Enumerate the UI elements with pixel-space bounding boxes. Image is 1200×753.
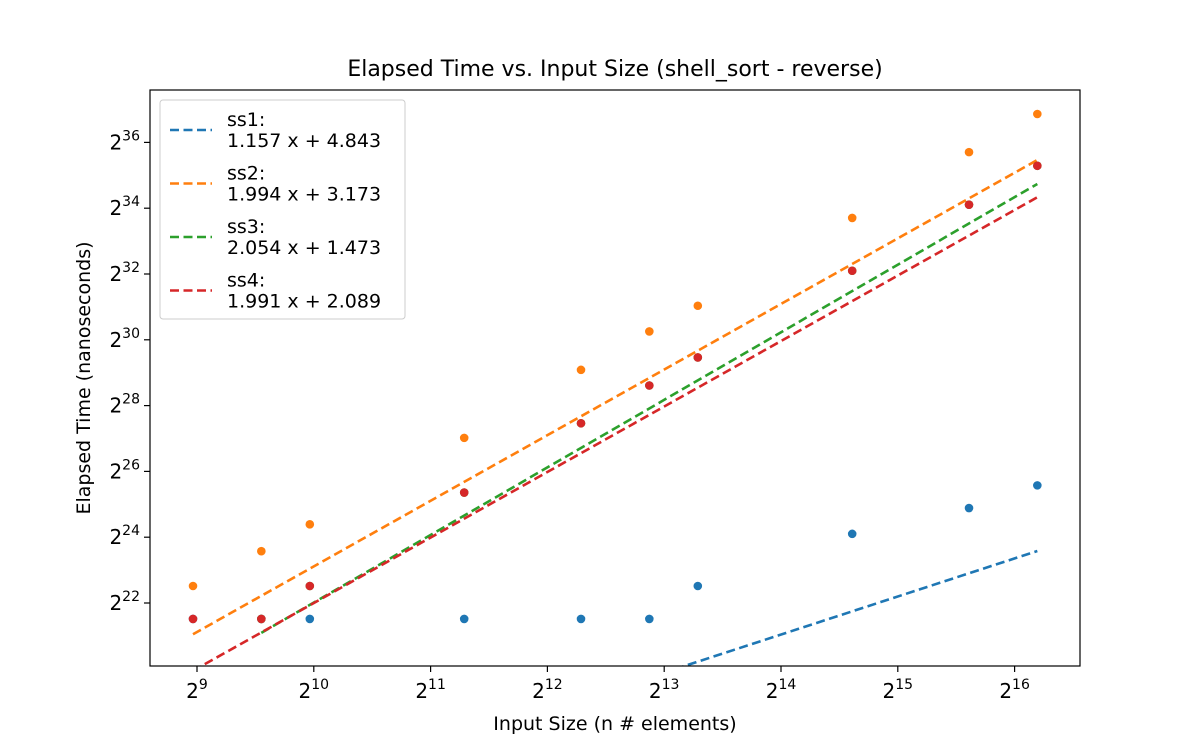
data-point-ss4 bbox=[1033, 161, 1042, 171]
y-axis-label: Elapsed Time (nanoseconds) bbox=[73, 241, 95, 514]
y-axis: 222 224 226 228 230 232 234 236 bbox=[109, 128, 150, 615]
data-point-ss1 bbox=[459, 614, 469, 624]
x-tick-label: 214 bbox=[766, 677, 797, 703]
data-point-ss4 bbox=[188, 614, 198, 624]
x-tick-label: 215 bbox=[883, 677, 914, 703]
fit-line-ss1 bbox=[680, 549, 1038, 666]
legend-box bbox=[159, 99, 406, 320]
legend-fit-ss1: 1.157 x + 4.843 bbox=[227, 130, 381, 152]
y-tick-label: 236 bbox=[109, 128, 140, 154]
legend-label-ss1: ss1: bbox=[227, 109, 265, 131]
legend-label-ss4: ss4: bbox=[227, 270, 265, 292]
data-point-ss4 bbox=[305, 581, 315, 591]
data-point-ss2 bbox=[188, 581, 198, 591]
data-point-ss1 bbox=[645, 614, 654, 624]
data-point-ss2 bbox=[693, 301, 703, 311]
y-tick-label: 226 bbox=[109, 457, 140, 483]
x-tick-label: 212 bbox=[532, 677, 563, 703]
y-tick-label: 222 bbox=[109, 589, 140, 615]
data-layer bbox=[188, 109, 1042, 666]
data-point-ss2 bbox=[305, 520, 315, 529]
x-tick-label: 216 bbox=[999, 677, 1030, 703]
x-axis: 29 210 211 212 213 214 215 216 bbox=[186, 666, 1030, 703]
data-point-ss1 bbox=[305, 614, 315, 624]
legend-label-ss3: ss3: bbox=[227, 216, 265, 238]
data-point-ss4 bbox=[257, 614, 266, 624]
data-point-ss4 bbox=[576, 418, 586, 428]
legend-fit-ss3: 2.054 x + 1.473 bbox=[227, 237, 381, 259]
plot-area bbox=[188, 109, 1042, 666]
legend-label-ss2: ss2: bbox=[227, 163, 265, 185]
x-tick-label: 210 bbox=[299, 677, 330, 703]
x-tick-label: 213 bbox=[649, 677, 680, 703]
data-point-ss2 bbox=[257, 546, 266, 556]
data-point-ss2 bbox=[459, 433, 469, 443]
fit-line-ss3 bbox=[260, 182, 1038, 635]
data-point-ss1 bbox=[847, 529, 857, 539]
data-point-ss4 bbox=[645, 381, 654, 390]
data-point-ss1 bbox=[964, 503, 974, 513]
legend-fit-ss4: 1.991 x + 2.089 bbox=[227, 291, 381, 313]
legend-fit-ss2: 1.994 x + 3.173 bbox=[227, 184, 381, 206]
data-point-ss2 bbox=[576, 365, 586, 375]
x-axis-label: Input Size (n # elements) bbox=[493, 713, 736, 735]
data-point-ss4 bbox=[964, 200, 974, 209]
chart-title: Elapsed Time vs. Input Size (shell_sort … bbox=[347, 57, 882, 82]
data-point-ss2 bbox=[964, 147, 974, 157]
data-point-ss2 bbox=[1033, 109, 1042, 119]
data-point-ss4 bbox=[847, 266, 857, 276]
data-point-ss4 bbox=[459, 488, 469, 497]
y-tick-label: 224 bbox=[109, 523, 140, 549]
data-point-ss1 bbox=[693, 581, 703, 591]
x-tick-label: 29 bbox=[186, 677, 208, 703]
data-point-ss1 bbox=[1033, 481, 1042, 490]
data-point-ss1 bbox=[576, 614, 586, 624]
data-point-ss2 bbox=[645, 327, 654, 336]
y-tick-label: 232 bbox=[109, 260, 140, 286]
plot-frame bbox=[149, 89, 1081, 667]
y-tick-label: 234 bbox=[109, 194, 140, 220]
y-tick-label: 228 bbox=[109, 392, 140, 418]
legend: ss1:1.157 x + 4.843 ss2:1.994 x + 3.173 ss… bbox=[159, 99, 406, 320]
data-point-ss4 bbox=[693, 353, 703, 362]
y-tick-label: 230 bbox=[109, 326, 140, 352]
data-point-ss2 bbox=[847, 213, 857, 223]
x-tick-label: 211 bbox=[415, 677, 446, 703]
